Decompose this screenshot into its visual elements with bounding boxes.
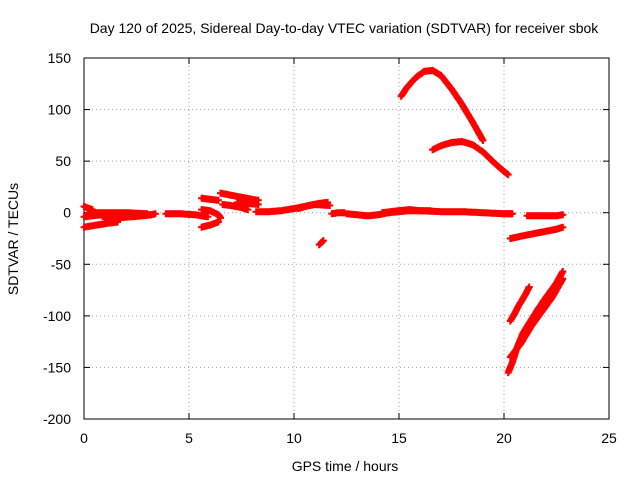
y-tick-label: -100 xyxy=(43,308,71,324)
y-tick-label: -200 xyxy=(43,411,71,427)
y-tick-label: 150 xyxy=(48,50,72,66)
data-point xyxy=(151,210,159,218)
x-tick-label: 20 xyxy=(496,430,512,446)
x-axis-label: GPS time / hours xyxy=(292,458,399,474)
data-point xyxy=(559,211,567,219)
y-tick-label: 100 xyxy=(48,102,72,118)
data-point xyxy=(504,171,512,179)
data-point xyxy=(559,223,567,231)
axis-ticks xyxy=(83,57,610,420)
data-points xyxy=(80,66,567,377)
data-point xyxy=(508,210,516,218)
data-point xyxy=(204,213,212,221)
x-tick-labels: 0 5 10 15 20 25 xyxy=(80,430,617,446)
data-point xyxy=(254,201,262,208)
y-tick-label: 50 xyxy=(55,153,71,169)
data-point xyxy=(244,206,252,214)
data-point xyxy=(525,283,533,291)
plot-frame xyxy=(83,57,610,420)
data-point xyxy=(427,207,434,215)
data-point xyxy=(214,218,222,226)
data-point xyxy=(559,268,567,275)
y-tick-label: -150 xyxy=(43,359,71,375)
x-tick-label: 0 xyxy=(80,430,88,446)
chart-title: Day 120 of 2025, Sidereal Day-to-day VTE… xyxy=(90,20,600,36)
x-tick-label: 5 xyxy=(185,430,193,446)
data-point xyxy=(214,196,222,204)
y-axis-label: SDTVAR / TECUs xyxy=(5,183,21,295)
x-tick-label: 10 xyxy=(286,430,302,446)
data-point xyxy=(319,237,327,245)
y-tick-label: -50 xyxy=(51,256,71,272)
x-tick-label: 25 xyxy=(601,430,617,446)
data-point xyxy=(324,198,332,206)
data-point xyxy=(147,211,155,219)
x-tick-label: 15 xyxy=(391,430,407,446)
y-tick-label: 0 xyxy=(63,205,71,221)
y-tick-labels: -200 -150 -100 -50 0 50 100 150 xyxy=(43,50,71,427)
data-point xyxy=(217,214,224,222)
grid-lines xyxy=(84,58,609,419)
data-point xyxy=(479,137,487,144)
